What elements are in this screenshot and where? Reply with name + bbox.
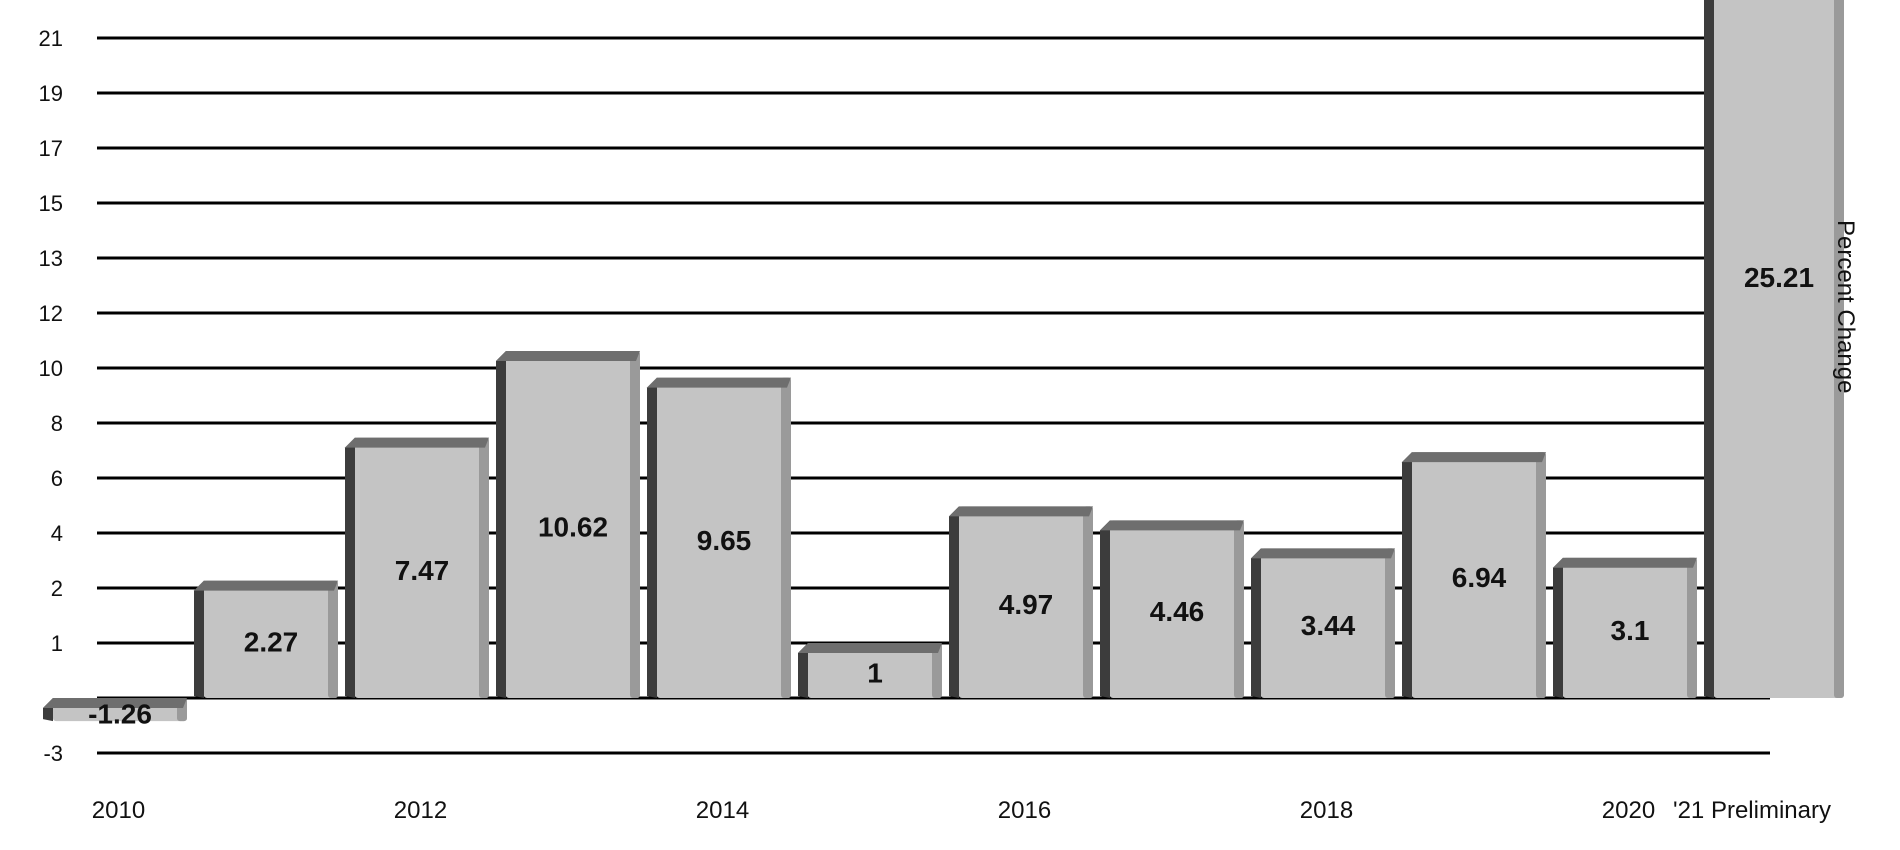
y-tick-label: 19 [39,81,63,106]
bar-side [1100,520,1110,698]
bar-face [1110,520,1244,698]
data-label: 4.46 [1150,596,1205,627]
x-tick-label: 2020 [1602,797,1655,824]
y-tick-label: 1 [51,631,63,656]
bar-top [647,377,791,388]
y-tick-label: 15 [39,191,63,216]
data-label: 10.62 [538,511,608,542]
y-tick-label: -3 [43,741,63,766]
y-tick-label: 17 [39,136,63,161]
x-tick-label: 2016 [998,797,1051,824]
y-tick-label: 8 [51,411,63,436]
bar-side [1251,548,1261,698]
bar-face [204,580,338,698]
bar [194,580,338,698]
bar-side [949,506,959,698]
bar [1100,520,1244,698]
y-tick-label: 6 [51,466,63,491]
bar-edge [1536,452,1546,698]
bar-edge [1687,557,1697,698]
bar-face [1261,548,1395,698]
bar-face [1563,557,1697,698]
y-tick-label: 13 [39,246,63,271]
data-label: 3.1 [1611,615,1650,646]
bar-top [43,698,187,708]
y-tick-label: 12 [39,301,63,326]
bar-side [798,643,808,698]
x-tick-label: 2014 [696,797,749,824]
y-tick-label: 2 [51,576,63,601]
bar [43,698,187,722]
bar-face [657,377,791,698]
bar-face [355,437,489,698]
data-label: -1.26 [88,699,152,730]
bar-top [194,580,338,591]
data-label: 6.94 [1452,562,1507,593]
bar-edge [630,350,640,698]
bar-edge [1834,0,1844,698]
bar [345,437,489,698]
bar-face [959,506,1093,698]
bar-face [1412,452,1546,698]
bar-side [1704,0,1714,698]
y-tick-label: 21 [39,26,63,51]
bar [949,506,1093,698]
y-axis-title: Percent Change [1832,220,1859,393]
x-tick-label: 2018 [1300,797,1353,824]
bar-face [506,350,640,698]
bar-face [1714,0,1844,698]
bar [647,377,791,698]
bar-top [798,643,942,653]
bar-side [496,350,506,698]
data-label: 9.65 [697,525,752,556]
bar [1553,557,1697,698]
bar [1704,0,1844,698]
bar-side [1553,557,1563,698]
bar [798,643,942,698]
bar-edge [781,377,791,698]
bar-edge [932,643,942,698]
bar [496,350,640,698]
bar-edge [1234,520,1244,698]
y-tick-label: 10 [39,356,63,381]
bar-edge [328,580,338,698]
data-label: 7.47 [395,555,450,586]
bar-edge [1083,506,1093,698]
data-label: 25.21 [1744,262,1814,293]
data-label: 2.27 [244,626,299,657]
bar-side [647,377,657,698]
bar-top [1553,557,1697,568]
bar-edge [479,437,489,698]
bar-side [194,580,204,698]
data-label: 3.44 [1301,610,1356,641]
bar-edge [1385,548,1395,698]
bar-top [949,506,1093,517]
bar [1402,452,1546,698]
bar-face [808,643,942,698]
x-tick-label: '21 Preliminary [1673,797,1831,824]
bar-top [345,437,489,448]
x-tick-label: 2010 [92,797,145,824]
bar [1251,548,1395,698]
bar-top [1251,548,1395,559]
data-label: 4.97 [999,589,1054,620]
data-label: 1 [867,658,883,689]
y-tick-label: 4 [51,521,63,546]
bar-side [345,437,355,698]
bar-top [496,350,640,361]
bar-side [1402,452,1412,698]
bar-top [1402,452,1546,463]
bar-top [1100,520,1244,531]
x-tick-label: 2012 [394,797,447,824]
